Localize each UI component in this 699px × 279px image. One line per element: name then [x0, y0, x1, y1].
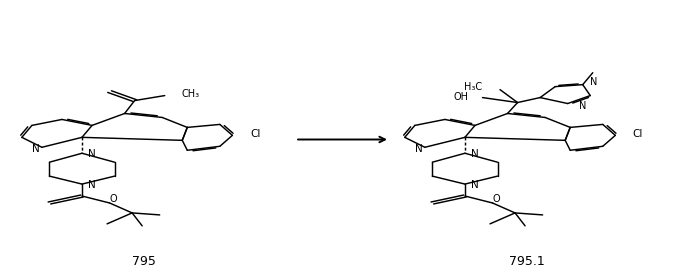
Text: N: N — [471, 149, 479, 159]
Text: N: N — [88, 180, 96, 189]
Text: OH: OH — [454, 92, 469, 102]
Text: N: N — [88, 149, 96, 159]
Text: 795: 795 — [132, 254, 156, 268]
Text: O: O — [110, 194, 117, 205]
Text: CH₃: CH₃ — [181, 89, 199, 99]
Text: N: N — [415, 144, 422, 154]
Text: N: N — [579, 100, 586, 110]
Text: N: N — [590, 77, 598, 87]
Text: 795.1: 795.1 — [509, 254, 545, 268]
Text: Cl: Cl — [633, 129, 643, 140]
Text: N: N — [471, 180, 479, 189]
Text: O: O — [493, 194, 500, 205]
Text: H₃C: H₃C — [464, 82, 482, 92]
Text: Cl: Cl — [250, 129, 260, 140]
Text: N: N — [31, 144, 40, 154]
